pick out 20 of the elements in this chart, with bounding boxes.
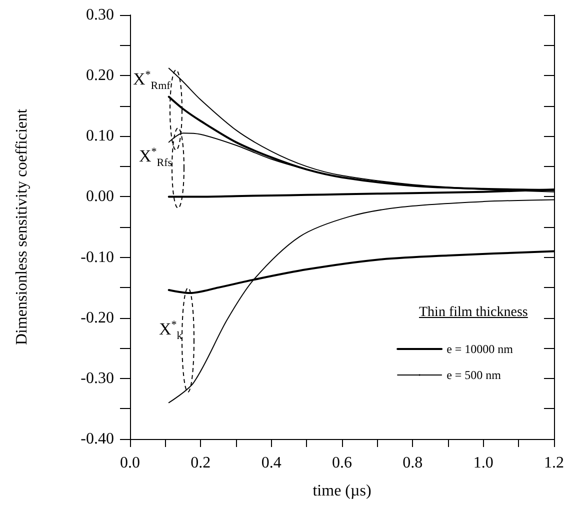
x-tick-label: 0.4 <box>261 454 282 472</box>
y-tick-label: -0.10 <box>80 248 114 266</box>
y-tick-label: 0.30 <box>86 6 114 24</box>
x-tick-label: 0.0 <box>120 454 140 472</box>
x-tick-label: 1.0 <box>473 454 494 472</box>
x-tick-label: 1.2 <box>544 454 564 472</box>
y-tick-label: 0.20 <box>86 67 114 84</box>
legend-label: e = 500 nm <box>446 368 502 382</box>
legend-label: e = 10000 nm <box>446 342 514 356</box>
x-tick-label: 0.8 <box>402 454 423 472</box>
x-tick-label: 0.2 <box>190 454 211 472</box>
y-tick-label: 0.10 <box>86 128 114 145</box>
y-tick-label: 0.00 <box>86 188 114 206</box>
y-tick-label: -0.40 <box>80 430 114 448</box>
x-tick-label: 0.6 <box>332 454 352 472</box>
y-axis-title: Dimensionless sensitivity coefficient <box>14 108 30 346</box>
legend-title: Thin film thickness <box>419 305 528 321</box>
x-axis-title: time (µs) <box>312 482 372 500</box>
y-tick-label: -0.20 <box>80 309 114 326</box>
y-tick-label: -0.30 <box>80 370 114 387</box>
